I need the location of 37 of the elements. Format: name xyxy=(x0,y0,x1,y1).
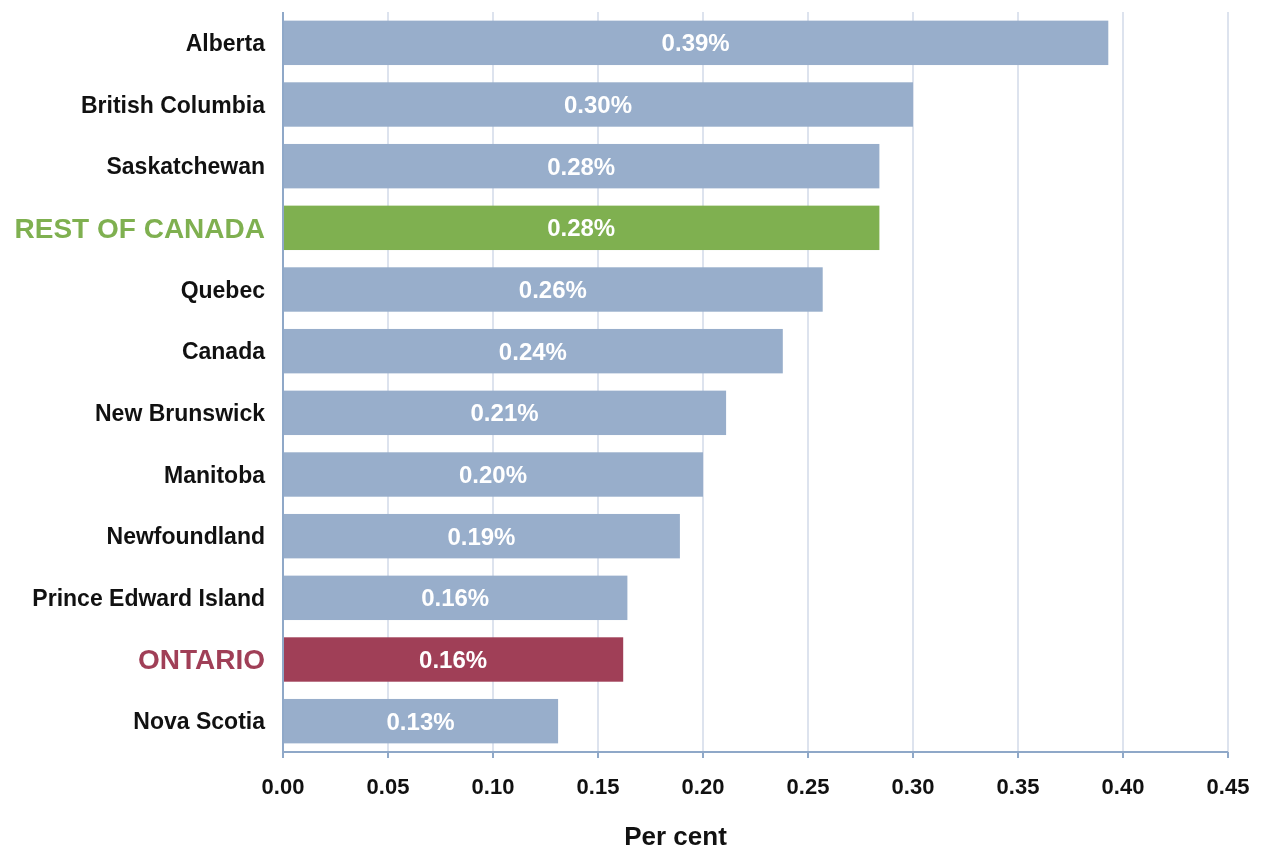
data-label: 0.13% xyxy=(386,707,455,735)
x-tick-label: 0.25 xyxy=(786,774,830,799)
y-tick-label: New Brunswick xyxy=(95,399,266,426)
y-tick-label: Manitoba xyxy=(164,461,266,488)
bar xyxy=(283,205,880,251)
y-tick-label: Quebec xyxy=(180,276,266,303)
x-axis-title: Per cent xyxy=(624,821,728,851)
data-label: 0.16% xyxy=(419,645,488,673)
bar xyxy=(283,637,624,682)
data-label: 0.26% xyxy=(518,275,587,303)
x-tick-label: 0.15 xyxy=(576,774,620,799)
y-tick-label: Prince Edward Island xyxy=(32,584,265,611)
y-tick-label: Newfoundland xyxy=(106,523,265,550)
data-label: 0.19% xyxy=(447,522,516,550)
y-tick-label: British Columbia xyxy=(80,91,266,118)
y-tick-label: REST OF CANADA xyxy=(14,212,265,244)
x-tick-label: 0.10 xyxy=(471,774,515,799)
data-label: 0.24% xyxy=(498,337,567,365)
data-label: 0.28% xyxy=(547,214,616,242)
y-tick-label: Canada xyxy=(181,338,266,365)
x-tick-label: 0.20 xyxy=(681,774,725,799)
data-label: 0.21% xyxy=(470,399,539,427)
y-tick-label: ONTARIO xyxy=(137,644,265,676)
data-label: 0.16% xyxy=(421,584,490,612)
data-label: 0.39% xyxy=(661,29,730,57)
x-tick-label: 0.30 xyxy=(891,774,935,799)
x-tick-label: 0.45 xyxy=(1206,774,1250,799)
x-tick-label: 0.00 xyxy=(261,774,305,799)
x-tick-label: 0.35 xyxy=(996,774,1040,799)
y-tick-label: Nova Scotia xyxy=(133,708,266,735)
data-label: 0.20% xyxy=(458,460,528,488)
data-label: 0.30% xyxy=(563,90,633,118)
y-tick-label: Alberta xyxy=(185,29,266,56)
y-tick-label: Saskatchewan xyxy=(106,153,265,180)
x-tick-label: 0.05 xyxy=(366,774,410,799)
data-label: 0.28% xyxy=(547,152,616,180)
x-tick-label: 0.40 xyxy=(1101,774,1145,799)
